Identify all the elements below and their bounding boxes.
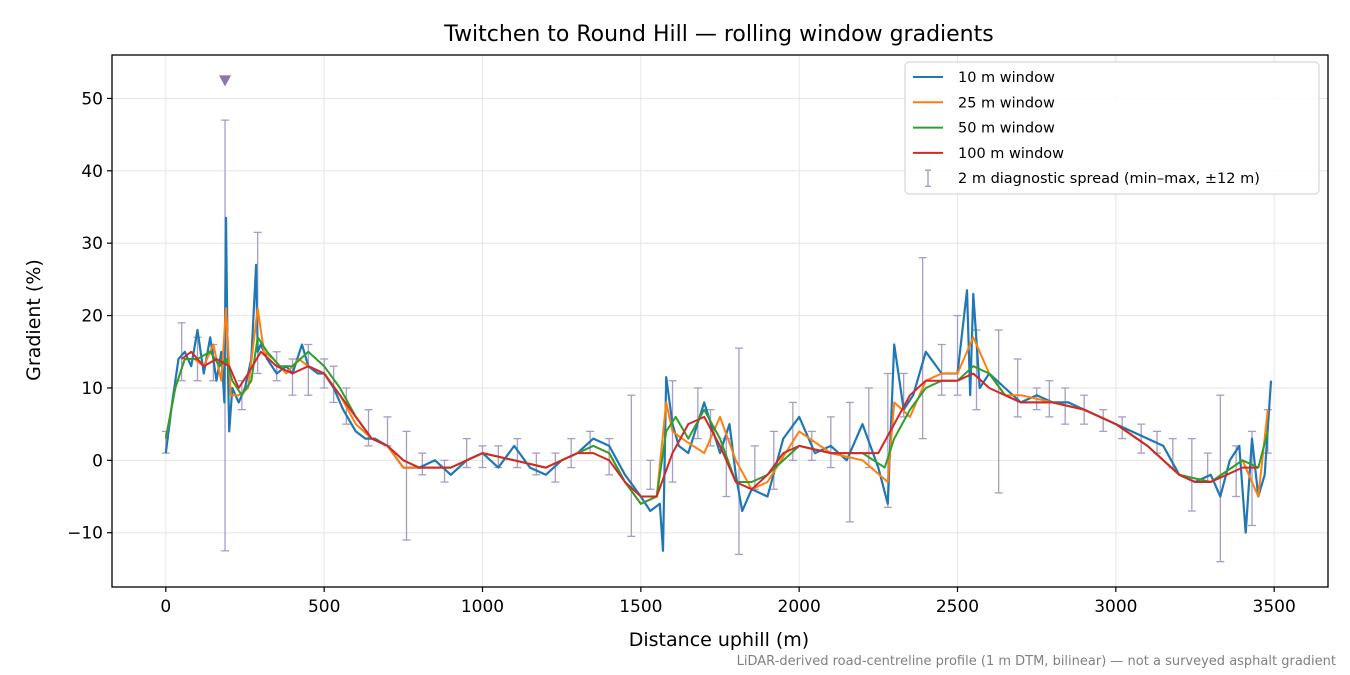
series-line-1 bbox=[164, 216, 1273, 552]
errorbar bbox=[646, 459, 655, 490]
x-tick-label: 3500 bbox=[1253, 597, 1296, 617]
errorbar bbox=[994, 329, 1003, 494]
errorbar bbox=[605, 437, 614, 476]
errorbar bbox=[462, 437, 471, 469]
errorbar bbox=[937, 343, 946, 396]
errorbar bbox=[478, 445, 487, 469]
errorbar bbox=[513, 437, 522, 469]
series-line-3 bbox=[164, 336, 1269, 505]
x-tick-label: 1500 bbox=[619, 597, 662, 617]
legend-label: 50 m window bbox=[958, 121, 1055, 137]
legend-label: 2 m diagnostic spread (min–max, ±12 m) bbox=[958, 171, 1260, 187]
errorbar bbox=[329, 365, 338, 404]
errorbar bbox=[1099, 409, 1108, 433]
legend-entry: 2 m diagnostic spread (min–max, ±12 m) bbox=[925, 169, 1260, 187]
x-tick-label: 0 bbox=[160, 597, 171, 617]
y-axis-label: Gradient (%) bbox=[23, 259, 45, 381]
errorbar bbox=[440, 459, 449, 483]
x-tick-label: 2500 bbox=[936, 597, 979, 617]
y-tick-label: 10 bbox=[81, 379, 103, 399]
legend-label: 25 m window bbox=[958, 95, 1055, 111]
y-tick-label: 0 bbox=[92, 451, 103, 471]
legend-entry: 10 m window bbox=[913, 70, 1055, 86]
errorbar bbox=[845, 401, 854, 523]
y-tick-label: 30 bbox=[81, 234, 103, 254]
legend-entry: 50 m window bbox=[913, 121, 1055, 137]
errorbar bbox=[1045, 380, 1054, 418]
x-tick-label: 2000 bbox=[778, 597, 821, 617]
series-line-4 bbox=[181, 350, 1259, 498]
errorbar bbox=[1137, 423, 1146, 454]
errorbar bbox=[1187, 437, 1196, 512]
x-tick-label: 1000 bbox=[461, 597, 504, 617]
x-axis-label: Distance uphill (m) bbox=[629, 629, 809, 651]
errorbar bbox=[418, 452, 427, 476]
errorbar bbox=[1013, 358, 1022, 418]
errorbar bbox=[953, 314, 962, 396]
y-tick-label: −10 bbox=[67, 524, 103, 544]
y-tick-label: 50 bbox=[81, 89, 103, 109]
legend: 10 m window 25 m window 50 m window 100 m w… bbox=[904, 61, 1320, 195]
errorbar bbox=[364, 409, 373, 447]
y-axis-ticks: −10 0 10 20 30 40 50 bbox=[67, 89, 112, 544]
errorbar bbox=[735, 347, 743, 556]
errorbar bbox=[567, 437, 576, 469]
plot-series-layer bbox=[161, 119, 1273, 563]
legend-entry: 25 m window bbox=[913, 95, 1055, 111]
chart-title: Twitchen to Round Hill — rolling window … bbox=[443, 22, 993, 47]
errorbar bbox=[769, 430, 778, 490]
footnote: LiDAR-derived road-centreline profile (1… bbox=[737, 654, 1336, 669]
legend-box bbox=[904, 61, 1320, 195]
legend-label: 100 m window bbox=[958, 146, 1064, 162]
x-tick-label: 3000 bbox=[1094, 597, 1137, 617]
errorbar bbox=[627, 394, 636, 537]
x-tick-label: 500 bbox=[308, 597, 340, 617]
legend-label: 10 m window bbox=[958, 70, 1055, 86]
errorbar bbox=[918, 257, 927, 440]
errorbar bbox=[826, 416, 835, 469]
x-axis-ticks: 0 500 1000 1500 2000 2500 3000 3500 bbox=[160, 587, 1296, 617]
plot-frame bbox=[111, 54, 1329, 588]
errorbar bbox=[693, 387, 702, 440]
legend-entry: 100 m window bbox=[913, 146, 1064, 162]
errorbar bbox=[402, 430, 411, 541]
peak-marker bbox=[219, 75, 232, 87]
y-tick-label: 20 bbox=[81, 307, 103, 327]
y-tick-label: 40 bbox=[81, 162, 103, 182]
